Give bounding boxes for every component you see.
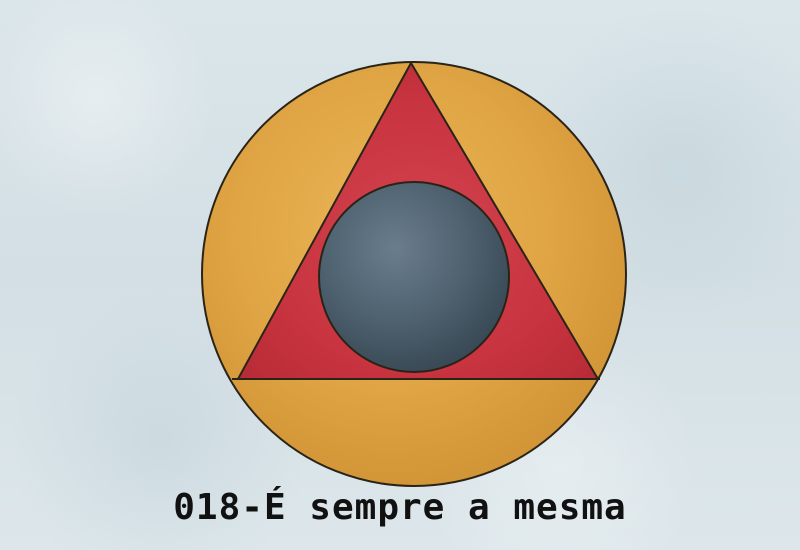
inner-circle (318, 181, 510, 373)
caption-text: 018-É sempre a mesma (173, 487, 627, 528)
